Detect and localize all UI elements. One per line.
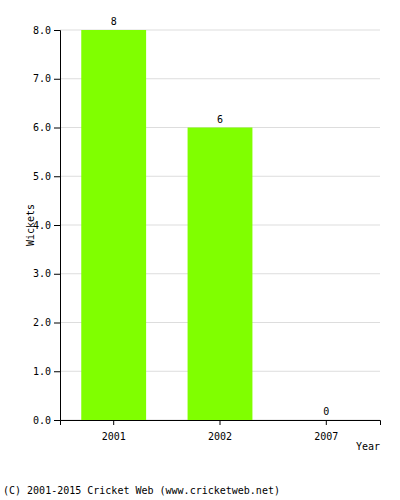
y-tick-label: 5.0	[33, 171, 51, 182]
x-tick-label: 2002	[208, 431, 232, 442]
plot: 0.0 1.0 2.0 3.0 4.0 5.0 6.0 7.0 8.0 2001 2002 2007 8…	[33, 16, 381, 442]
y-tick: 1.0	[33, 366, 60, 377]
y-tick-mark	[54, 128, 60, 129]
x-tick: 2002	[208, 420, 232, 442]
y-tick-mark	[54, 30, 60, 31]
annotation: (C) 2001-2015 Cricket Web (www.cricketwe…	[3, 485, 280, 496]
bars	[81, 30, 252, 420]
x-tick-label: 2007	[314, 431, 338, 442]
y-axis: 0.0 1.0 2.0 3.0 4.0 5.0 6.0 7.0 8.0	[33, 25, 61, 426]
y-tick: 8.0	[33, 25, 60, 36]
x-tick: 2007	[314, 420, 338, 442]
data-labels: 8 6 0	[111, 16, 330, 417]
y-tick-mark	[54, 274, 60, 275]
chart: 0.0 1.0 2.0 3.0 4.0 5.0 6.0 7.0 8.0 2001 2002 2007 8…	[0, 0, 400, 500]
x-tick-mark	[326, 420, 327, 425]
x-axis: 2001 2002 2007	[61, 420, 381, 442]
y-tick-label: 2.0	[33, 317, 51, 328]
y-tick-mark	[54, 176, 60, 177]
y-tick: 0.0	[33, 415, 60, 426]
y-tick: 7.0	[33, 73, 60, 84]
data-label: 0	[323, 406, 329, 417]
data-label: 6	[217, 114, 223, 125]
y-tick-mark	[54, 79, 60, 80]
y-tick: 5.0	[33, 171, 60, 182]
x-tick: 2001	[102, 420, 126, 442]
y-tick-mark	[54, 323, 60, 324]
bar	[81, 30, 146, 420]
y-tick: 2.0	[33, 317, 60, 328]
y-tick-label: 1.0	[33, 366, 51, 377]
x-axis-title: Year	[356, 441, 380, 452]
x-axis-line	[61, 421, 381, 426]
y-tick-label: 3.0	[33, 268, 51, 279]
y-tick-label: 7.0	[33, 73, 51, 84]
bar	[294, 420, 359, 421]
grid	[60, 30, 380, 420]
x-tick-label: 2001	[102, 431, 126, 442]
y-tick: 6.0	[33, 122, 60, 133]
y-axis-title: Wickets	[25, 204, 36, 246]
y-tick: 4.0	[33, 220, 60, 231]
x-tick-mark	[220, 420, 221, 425]
bar	[188, 128, 253, 421]
data-label: 8	[111, 16, 117, 27]
y-tick-mark	[54, 420, 60, 421]
y-axis-line	[54, 31, 61, 421]
y-tick-mark	[54, 371, 60, 372]
y-tick-label: 6.0	[33, 122, 51, 133]
y-tick-label: 8.0	[33, 25, 51, 36]
y-tick-label: 0.0	[33, 415, 51, 426]
y-tick: 3.0	[33, 268, 60, 279]
x-tick-mark	[113, 420, 114, 425]
y-tick-mark	[54, 225, 60, 226]
